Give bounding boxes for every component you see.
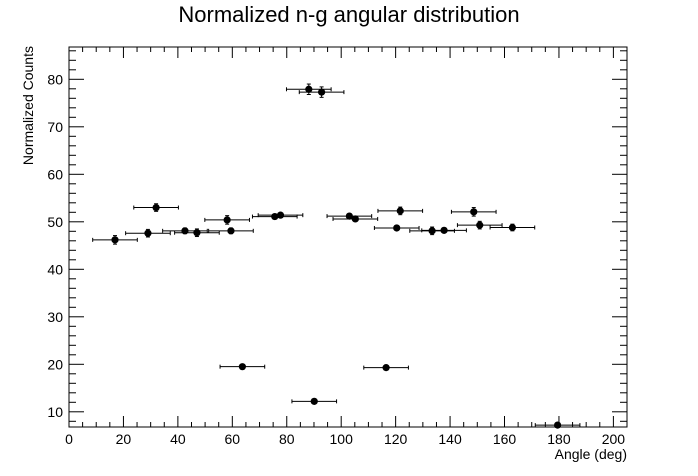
x-tick-label: 120	[384, 431, 408, 447]
data-marker	[470, 208, 478, 216]
data-marker	[111, 236, 119, 244]
x-tick-label: 60	[225, 431, 241, 447]
data-point	[421, 226, 467, 234]
data-point	[219, 363, 266, 371]
plot-axes: 0 20 40 60 80 100 120 140 160 180 200 10 20 30 40 50 60 7…	[47, 46, 628, 447]
data-point	[291, 397, 338, 405]
data-marker	[345, 212, 353, 220]
data-marker	[396, 207, 404, 215]
data-marker	[152, 203, 160, 212]
data-point	[377, 206, 424, 216]
data-marker	[193, 229, 201, 237]
x-tick-label: 180	[547, 431, 571, 447]
x-tick-label: 0	[65, 431, 73, 447]
x-tick-label: 200	[602, 431, 626, 447]
y-tick-label: 20	[47, 356, 63, 372]
data-marker	[238, 363, 246, 371]
x-tick-label: 160	[493, 431, 517, 447]
data-marker	[351, 215, 359, 223]
data-marker	[476, 221, 484, 229]
data-marker	[382, 364, 390, 372]
data-marker	[440, 226, 448, 234]
data-marker	[181, 227, 189, 235]
data-marker	[305, 85, 313, 93]
data-point	[257, 211, 304, 219]
y-tick-label: 40	[47, 261, 63, 277]
data-marker	[317, 88, 326, 96]
data-marker	[393, 224, 401, 232]
data-marker	[553, 421, 562, 429]
y-tick-label: 70	[47, 119, 63, 135]
data-point	[125, 228, 171, 238]
data-point	[133, 203, 179, 212]
data-point	[450, 207, 497, 217]
x-tick-label: 80	[279, 431, 295, 447]
data-point	[208, 227, 254, 235]
data-points	[92, 83, 581, 429]
data-point	[285, 83, 332, 95]
data-marker	[227, 227, 235, 235]
y-axis-label: Normalized Counts	[20, 46, 36, 165]
y-tick-label: 10	[47, 404, 63, 420]
data-point	[332, 215, 379, 223]
data-point	[373, 224, 420, 232]
data-point	[92, 235, 138, 245]
data-point	[456, 220, 503, 230]
data-point	[298, 86, 345, 98]
data-point	[326, 212, 373, 220]
data-point	[489, 223, 536, 232]
y-tick-label: 50	[47, 214, 63, 230]
data-marker	[508, 223, 517, 232]
y-tick-label: 80	[47, 71, 63, 87]
plot-frame	[68, 46, 628, 428]
x-tick-label: 100	[330, 431, 354, 447]
data-point	[204, 215, 250, 225]
data-point	[174, 228, 220, 238]
data-marker	[144, 229, 152, 237]
chart-title: Normalized n-g angular distribution	[178, 2, 519, 27]
x-tick-label: 140	[438, 431, 462, 447]
y-tick-label: 60	[47, 166, 63, 182]
x-tick-label: 40	[170, 431, 186, 447]
data-point	[363, 364, 409, 372]
y-tick-label: 30	[47, 309, 63, 325]
x-axis-label: Angle (deg)	[555, 446, 627, 462]
data-point	[251, 212, 298, 221]
data-marker	[310, 397, 318, 405]
data-marker	[276, 211, 285, 219]
x-tick-label: 20	[116, 431, 132, 447]
data-point	[534, 421, 581, 429]
data-marker	[223, 216, 231, 224]
